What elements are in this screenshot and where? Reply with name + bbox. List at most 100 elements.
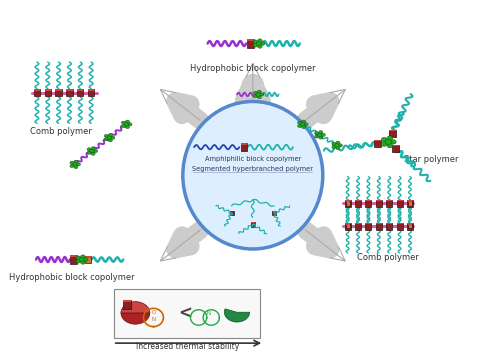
Circle shape [91,147,95,150]
FancyBboxPatch shape [240,143,247,145]
Text: <: < [178,305,192,323]
FancyBboxPatch shape [345,200,350,201]
Circle shape [258,45,262,48]
FancyBboxPatch shape [88,89,94,96]
Ellipse shape [183,102,323,249]
FancyBboxPatch shape [355,200,361,201]
Circle shape [257,96,262,99]
Circle shape [72,162,77,166]
FancyBboxPatch shape [365,200,372,201]
FancyBboxPatch shape [123,300,132,302]
Circle shape [76,256,81,259]
FancyBboxPatch shape [355,223,361,224]
FancyBboxPatch shape [407,200,413,201]
Circle shape [94,149,97,153]
FancyBboxPatch shape [123,300,132,309]
FancyBboxPatch shape [34,89,40,91]
Circle shape [81,255,85,258]
FancyBboxPatch shape [345,223,350,229]
Wedge shape [121,313,150,324]
FancyBboxPatch shape [85,256,91,263]
FancyBboxPatch shape [66,89,72,91]
Circle shape [253,40,258,44]
Circle shape [315,135,319,138]
Circle shape [111,136,115,139]
Circle shape [76,163,81,166]
Circle shape [300,122,305,126]
FancyBboxPatch shape [408,224,412,225]
FancyBboxPatch shape [407,223,413,229]
FancyBboxPatch shape [365,223,372,229]
FancyBboxPatch shape [376,200,382,201]
Circle shape [391,140,396,144]
Circle shape [253,91,257,95]
Text: N: N [151,317,156,322]
Text: Segmented hyperbranched polymer: Segmented hyperbranched polymer [192,166,313,172]
Circle shape [253,95,257,98]
Circle shape [79,258,84,262]
FancyBboxPatch shape [88,89,94,91]
Circle shape [261,42,265,45]
Circle shape [321,133,325,136]
FancyBboxPatch shape [389,130,396,131]
FancyBboxPatch shape [346,224,349,228]
Wedge shape [224,309,250,322]
Circle shape [90,149,94,153]
FancyBboxPatch shape [247,39,254,41]
Circle shape [332,142,336,145]
FancyBboxPatch shape [229,211,234,215]
Circle shape [260,93,264,96]
FancyBboxPatch shape [66,89,72,96]
Circle shape [298,124,301,127]
Text: N: N [206,312,211,316]
FancyBboxPatch shape [45,89,51,96]
FancyBboxPatch shape [355,200,361,207]
FancyBboxPatch shape [70,255,77,264]
FancyBboxPatch shape [407,223,413,224]
FancyBboxPatch shape [251,222,255,223]
FancyBboxPatch shape [346,224,349,225]
FancyBboxPatch shape [56,89,62,91]
Circle shape [336,141,340,144]
Circle shape [125,120,130,123]
Circle shape [338,144,342,147]
FancyBboxPatch shape [376,200,382,207]
FancyBboxPatch shape [272,211,276,215]
Circle shape [76,259,81,263]
Circle shape [256,93,261,96]
FancyBboxPatch shape [70,255,77,257]
Text: Amphiphilic block copolymer: Amphiphilic block copolymer [204,156,301,162]
Circle shape [381,142,387,147]
FancyBboxPatch shape [396,223,403,224]
FancyBboxPatch shape [346,201,349,202]
Text: Comb polymer: Comb polymer [357,253,419,262]
FancyBboxPatch shape [392,145,399,146]
Circle shape [107,136,111,139]
FancyBboxPatch shape [374,139,381,141]
Circle shape [301,125,306,129]
FancyBboxPatch shape [77,89,84,91]
Text: Hydrophobic block copolymer: Hydrophobic block copolymer [190,64,316,73]
Text: Hydrophobic block copolymer: Hydrophobic block copolymer [9,273,135,281]
Circle shape [108,133,112,137]
FancyBboxPatch shape [34,89,40,96]
Text: Star polymer: Star polymer [404,155,458,164]
Circle shape [125,125,130,129]
FancyBboxPatch shape [386,200,392,201]
FancyBboxPatch shape [376,223,382,224]
Circle shape [104,135,108,138]
FancyBboxPatch shape [45,89,51,91]
FancyBboxPatch shape [408,201,412,206]
FancyBboxPatch shape [345,223,350,224]
FancyBboxPatch shape [77,89,84,96]
Circle shape [108,139,112,142]
Circle shape [253,44,258,47]
Circle shape [70,161,74,164]
FancyBboxPatch shape [251,222,255,227]
Circle shape [121,124,125,127]
Circle shape [335,144,339,147]
FancyBboxPatch shape [389,130,396,137]
Circle shape [91,152,95,155]
Circle shape [387,143,393,148]
Text: O: O [151,310,156,315]
